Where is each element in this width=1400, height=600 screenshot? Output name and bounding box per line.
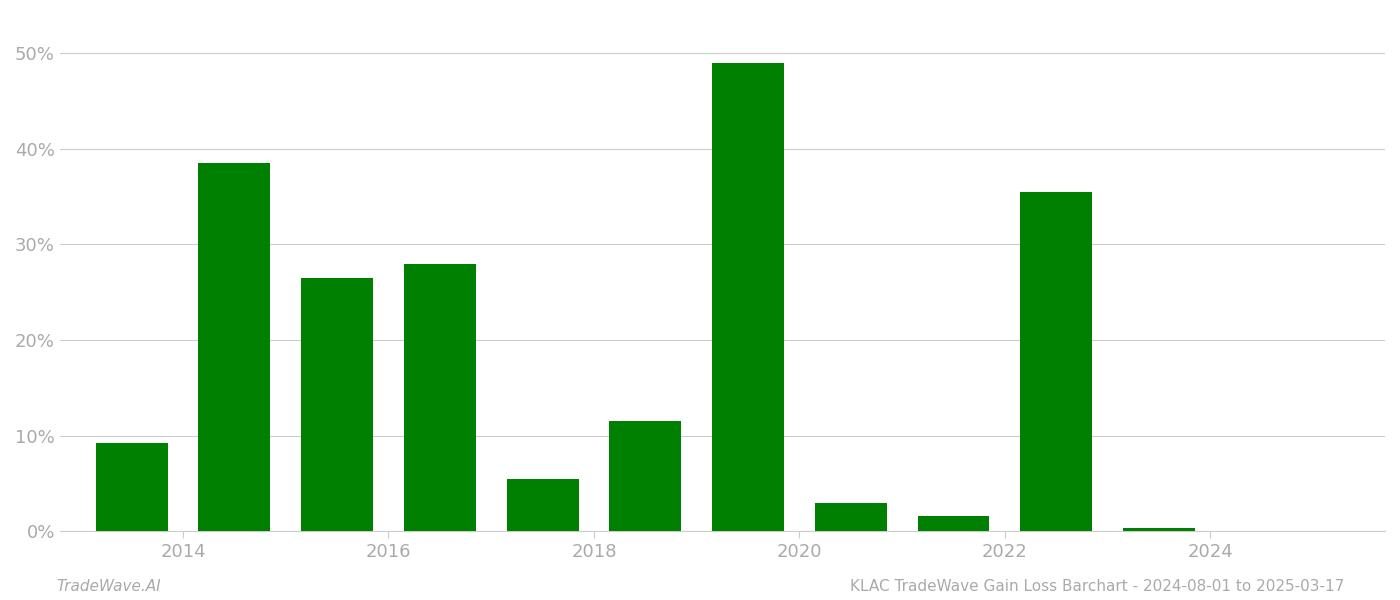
Bar bbox=[301, 278, 372, 531]
Bar bbox=[403, 263, 476, 531]
Text: TradeWave.AI: TradeWave.AI bbox=[56, 579, 161, 594]
Bar bbox=[815, 503, 886, 531]
Bar bbox=[95, 443, 168, 531]
Bar bbox=[917, 516, 990, 531]
Bar bbox=[713, 63, 784, 531]
Bar bbox=[507, 479, 578, 531]
Bar bbox=[609, 421, 682, 531]
Bar bbox=[1021, 192, 1092, 531]
Text: KLAC TradeWave Gain Loss Barchart - 2024-08-01 to 2025-03-17: KLAC TradeWave Gain Loss Barchart - 2024… bbox=[850, 579, 1344, 594]
Bar bbox=[199, 163, 270, 531]
Bar bbox=[1123, 529, 1196, 531]
